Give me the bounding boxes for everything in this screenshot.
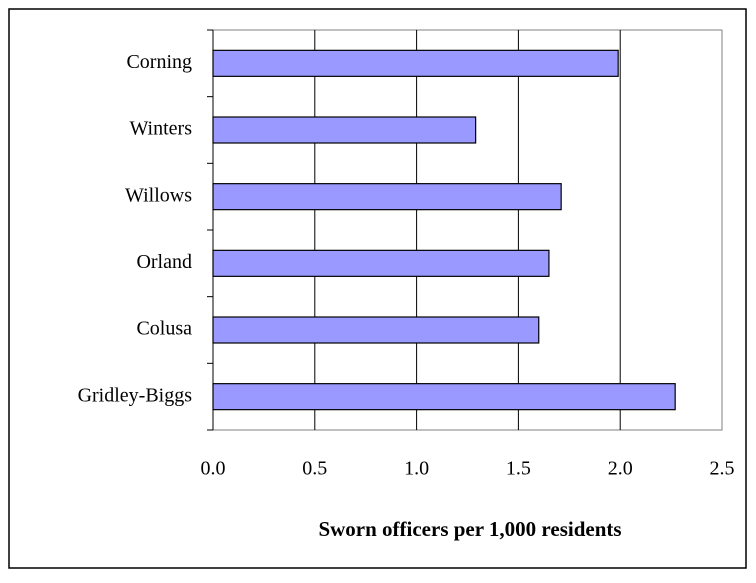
bar — [212, 249, 550, 277]
bar — [212, 49, 619, 77]
x-tick-label: 1.0 — [404, 458, 429, 480]
y-tick-label: Corning — [126, 51, 192, 73]
x-tick-label: 2.5 — [710, 458, 735, 480]
bar — [212, 383, 676, 411]
y-tick-label: Colusa — [136, 318, 192, 340]
x-tick-label: 0.0 — [201, 458, 226, 480]
x-tick-label: 0.5 — [302, 458, 327, 480]
bar — [212, 316, 540, 344]
x-tick-label: 1.5 — [506, 458, 531, 480]
y-tick-label: Winters — [129, 118, 192, 140]
y-tick-label: Willows — [125, 184, 192, 206]
x-axis-title: Sworn officers per 1,000 residents — [318, 517, 621, 541]
bar — [212, 116, 477, 144]
plot-area — [212, 29, 723, 431]
x-tick-label: 2.0 — [608, 458, 633, 480]
y-tick-label: Gridley-Biggs — [78, 384, 193, 406]
bar — [212, 183, 562, 211]
y-tick-label: Orland — [136, 251, 192, 273]
